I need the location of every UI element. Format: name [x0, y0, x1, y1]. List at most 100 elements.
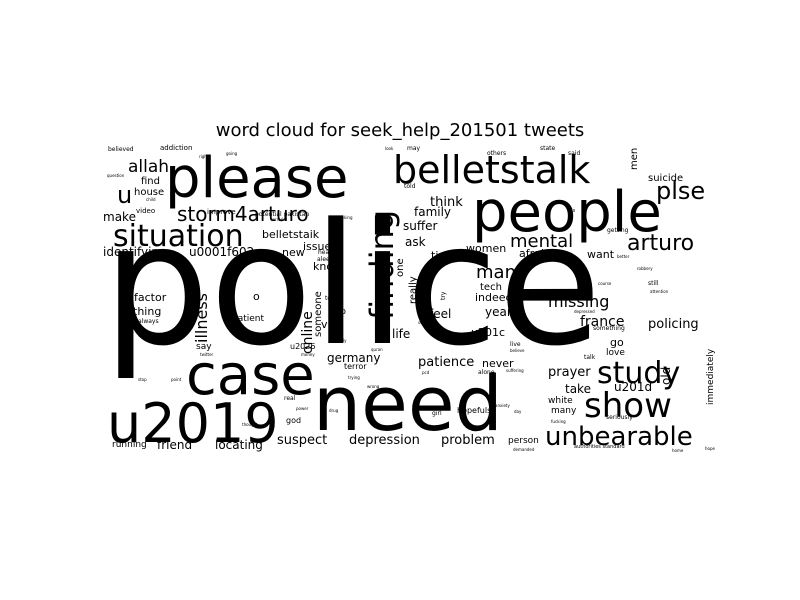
- word-young: young: [436, 330, 449, 335]
- word-problem: problem: [441, 433, 495, 448]
- word-know: know: [313, 260, 342, 273]
- word-mental: mental: [510, 231, 573, 252]
- word-going: going: [226, 151, 238, 156]
- word-suffering: suffering: [506, 368, 524, 373]
- word-aleem: aleem: [317, 256, 336, 263]
- word-belletstaik: belletstaik: [262, 228, 320, 241]
- word-illness: illness: [192, 293, 211, 343]
- word-thing: thing: [133, 305, 161, 318]
- word-suffer: suffer: [403, 219, 438, 233]
- word-family: family: [414, 205, 451, 219]
- word-factor: factor: [134, 291, 167, 304]
- word-situation: situation: [113, 219, 244, 254]
- word-addiction: addiction: [160, 144, 192, 152]
- word-germany: germany: [327, 351, 380, 365]
- word-potential-pakistan: potential pakistan: [255, 211, 309, 218]
- word-belletstalk: belletstalk: [393, 148, 590, 192]
- word-think: think: [430, 195, 463, 210]
- word-women: women: [466, 242, 506, 255]
- word-twitter: twitter: [200, 352, 214, 357]
- word-arturo: arturo: [627, 231, 694, 256]
- word-pcd: pcd: [422, 370, 430, 375]
- word-power: power: [296, 406, 309, 411]
- word-life: life: [392, 327, 410, 341]
- word-police: police: [103, 187, 602, 383]
- word-pls: pls: [568, 208, 576, 214]
- word-improve: improve: [207, 208, 236, 216]
- word-u0001f602: u0001f602: [189, 245, 254, 259]
- word-gop: gop: [329, 307, 346, 317]
- word-new: new: [282, 246, 305, 259]
- word-hope: hope: [705, 446, 716, 451]
- word-today: today: [325, 295, 343, 302]
- word-told: told: [404, 183, 416, 190]
- word-said: said: [568, 150, 580, 157]
- word-something: something: [593, 325, 625, 332]
- word-finding: finding: [363, 210, 401, 320]
- word-real: real: [284, 395, 296, 402]
- word-find: find: [141, 176, 160, 187]
- word-white: white: [548, 396, 573, 406]
- word-child: child: [146, 197, 156, 202]
- word-running: running: [112, 440, 147, 450]
- word-still: still: [648, 280, 659, 287]
- word-immediately: immediately: [706, 348, 716, 405]
- word-u: u: [117, 181, 132, 209]
- word-depression: depression: [349, 433, 420, 448]
- word-drug: drug: [329, 408, 339, 413]
- word-seeking: seeking: [337, 215, 353, 220]
- word-question: question: [107, 173, 125, 178]
- word-person: person: [508, 436, 539, 446]
- word-look: look: [385, 146, 394, 151]
- word-u201d: u201d: [614, 380, 652, 394]
- word-feel: feel: [429, 307, 451, 321]
- word-course: course: [598, 281, 612, 286]
- word-man: man: [476, 262, 516, 283]
- chart-title: word cloud for seek_help_201501 tweets: [215, 120, 585, 141]
- word-u201c: u201c: [471, 326, 505, 339]
- word-identifying: identifying: [103, 245, 167, 259]
- word-never: never: [482, 357, 514, 370]
- word-old: old: [659, 367, 673, 385]
- word-girl: girl: [432, 410, 442, 417]
- word-authorities-standard: authorities standard: [574, 444, 625, 450]
- word-online: online: [300, 311, 316, 354]
- word-robbery: robbery: [637, 266, 653, 271]
- word-believed: believed: [108, 146, 134, 153]
- word-allah: allah: [128, 157, 169, 177]
- word-unbearable: unbearable: [545, 422, 693, 452]
- word-believe: believe: [510, 348, 525, 353]
- word-best: best: [242, 333, 251, 338]
- word-say: say: [196, 342, 212, 352]
- word-anxiety: anxiety: [495, 403, 510, 408]
- word-please: please: [165, 146, 349, 211]
- word-love: love: [606, 348, 625, 358]
- word-france: france: [580, 314, 624, 330]
- word-seriously: seriously: [606, 414, 633, 421]
- word-always: always: [138, 318, 159, 325]
- word-sign: sign: [428, 424, 437, 429]
- word-getting: getting: [607, 227, 629, 234]
- word-study: study: [597, 356, 680, 391]
- word-issue: issue: [303, 240, 331, 253]
- word-wrong: wrong: [367, 384, 380, 389]
- word-year: year: [485, 305, 512, 319]
- word-men: men: [629, 148, 640, 170]
- word-make: make: [103, 210, 136, 224]
- word-terrorist: terrorist: [271, 217, 287, 222]
- word-locating: locating: [215, 438, 263, 452]
- word-need: need: [313, 359, 503, 448]
- word-policing: policing: [648, 317, 699, 332]
- word-demanded: demanded: [513, 447, 535, 452]
- word-god: god: [286, 416, 301, 425]
- word-live: live: [510, 341, 521, 348]
- word-quran: quran: [371, 347, 383, 352]
- word-scientists: scientists: [418, 320, 437, 325]
- word-storm4arturo: storm4arturo: [177, 202, 309, 226]
- word-money: money: [301, 352, 315, 357]
- word-day: day: [514, 409, 522, 414]
- word-others: others: [487, 150, 506, 157]
- word-state: state: [540, 145, 556, 152]
- word-afraid: afraid: [519, 247, 551, 260]
